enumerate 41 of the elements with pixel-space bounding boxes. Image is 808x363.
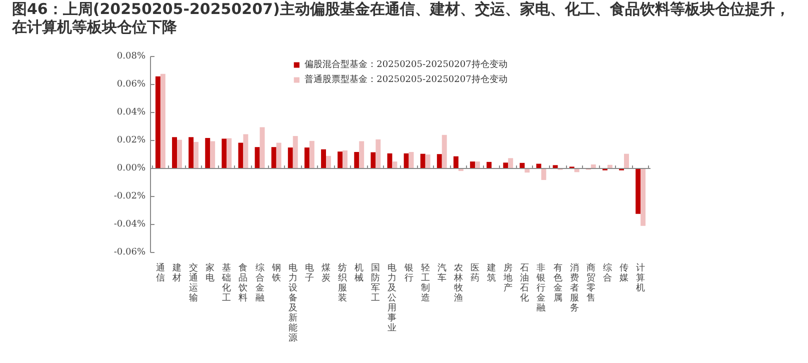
x-tick-label: 建材 xyxy=(171,262,182,284)
x-tick-label: 农林牧渔 xyxy=(452,262,463,304)
y-tick-label: 0.00% xyxy=(116,164,146,174)
x-tick-label: 非银行金融 xyxy=(536,262,546,314)
x-tick-label: 煤炭 xyxy=(321,262,330,284)
x-tick-label: 轻工制造 xyxy=(420,262,430,304)
x-tick-label: 汽车 xyxy=(437,262,446,284)
y-tick-label: 0.04% xyxy=(116,108,146,118)
x-tick-label: 电力及公用事业 xyxy=(388,262,397,334)
y-tick-label: 0.08% xyxy=(116,52,146,62)
y-tick-label: -0.02% xyxy=(114,192,146,202)
y-tick-label: 0.06% xyxy=(116,80,146,90)
y-tick-label: 0.02% xyxy=(116,136,146,146)
y-tick-label: -0.06% xyxy=(114,248,146,258)
chart-title: 图46：上周(20250205-20250207)主动偏股基金在通信、建材、交运、家电、化工、食品饮料等板块仓位提升，在计算机等板块仓位下降 xyxy=(12,0,790,36)
x-tick-label: 房地产 xyxy=(502,262,513,294)
x-tick-label: 商贸零售 xyxy=(586,262,596,304)
x-tick-label: 银行 xyxy=(403,262,414,284)
x-tick-label: 纺织服装 xyxy=(338,262,348,304)
x-tick-label: 建筑 xyxy=(486,262,496,284)
x-tick-label: 电子 xyxy=(304,262,314,284)
x-tick-label: 通信 xyxy=(156,262,165,284)
x-tick-label: 综合金融 xyxy=(255,262,264,304)
legend-label: 偏股混合型基金：20250205-20250207持仓变动 xyxy=(304,58,508,71)
x-tick-label: 国防军工 xyxy=(371,264,380,304)
x-tick-label: 有色金属 xyxy=(553,262,562,304)
x-tick-label: 交通运输 xyxy=(189,262,198,304)
x-tick-label: 消费者服务 xyxy=(570,262,579,314)
x-tick-label: 综合 xyxy=(602,262,612,284)
x-tick-label: 传媒 xyxy=(620,262,629,284)
legend-label: 普通股票型基金：20250205-20250207持仓变动 xyxy=(304,73,508,86)
x-tick-label: 食品饮料 xyxy=(238,262,248,304)
x-tick-label: 基础化工 xyxy=(221,262,232,304)
x-tick-label: 机械 xyxy=(354,262,364,284)
y-tick-label: -0.04% xyxy=(114,220,146,230)
x-tick-label: 医药 xyxy=(470,262,480,284)
x-tick-label: 家电 xyxy=(206,262,215,284)
x-tick-label: 钢铁 xyxy=(270,262,281,284)
x-tick-label: 电力设备及新能源 xyxy=(288,262,298,344)
x-tick-label: 计算机 xyxy=(636,262,646,294)
x-tick-label: 石油石化 xyxy=(520,264,530,304)
